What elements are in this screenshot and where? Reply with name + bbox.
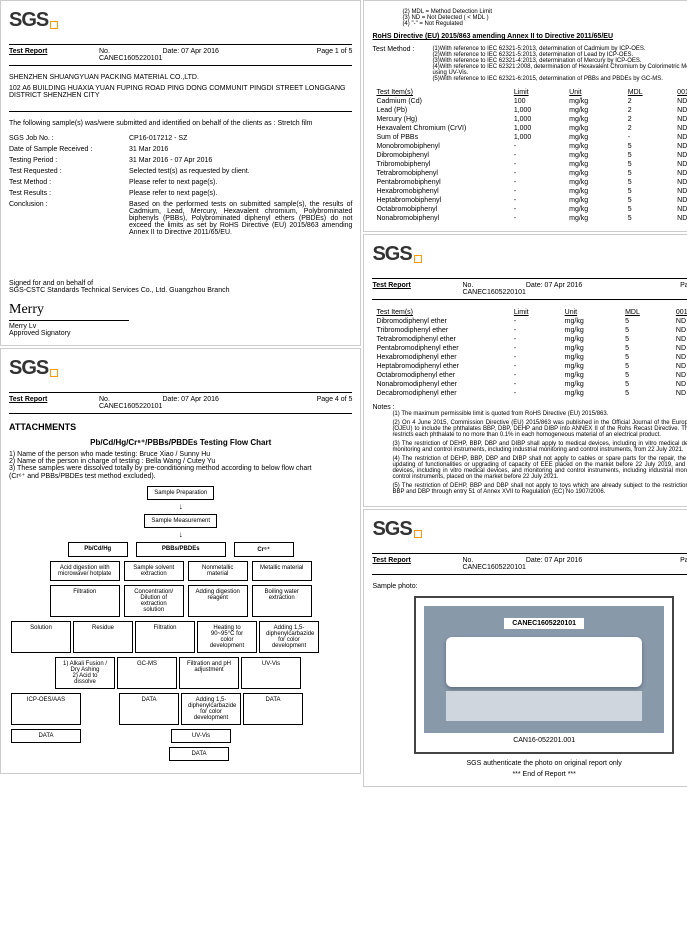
table-row: Heptabromodiphenyl ether-mg/kg5ND (372, 362, 687, 371)
page-1: SGS Test Report No. CANEC1605220101 Date… (0, 0, 361, 346)
sgs-logo: SGS (372, 518, 687, 541)
report-no: No. CANEC1605220101 (99, 48, 162, 62)
sample-photo-label: Sample photo: (372, 583, 687, 590)
table-row: Lead (Pb)1,000mg/kg2ND (372, 106, 687, 115)
flow-chart-title: Pb/Cd/Hg/Cr⁶⁺/PBBs/PBDEs Testing Flow Ch… (9, 438, 352, 447)
flow-chart: Sample Preparation ↓ Sample Measurement … (9, 486, 352, 761)
company-address: 102 A6 BUILDING HUAXIA YUAN FUPING ROAD … (9, 85, 352, 99)
table-row: Hexabromobiphenyl-mg/kg5ND (372, 187, 687, 196)
notes-label: Notes : (372, 404, 687, 411)
table-row: Nonabromobiphenyl-mg/kg5ND (372, 214, 687, 223)
company-name: SHENZHEN SHUANGYUAN PACKING MATERIAL CO.… (9, 74, 352, 81)
table-row: Mercury (Hg)1,000mg/kg2ND (372, 115, 687, 124)
results-table-2: Test Item(s) Limit Unit MDL 001 Dibromod… (372, 308, 687, 398)
photo-caption: CAN16-052201.001 (424, 737, 664, 744)
page-5: SGS Test Report No. CANEC1605220101 Date… (363, 509, 687, 787)
sgs-logo: SGS (9, 357, 352, 380)
report-date: Date: 07 Apr 2016 (162, 48, 282, 62)
report-label: Test Report (9, 48, 99, 62)
report-header: Test Report No. CANEC1605220101 Date: 07… (9, 44, 352, 66)
table-row: Decabromodiphenyl ether-mg/kg5ND (372, 389, 687, 398)
report-header: Test Report No. CANEC1605220101 Date: 07… (372, 553, 687, 575)
table-row: Heptabromobiphenyl-mg/kg5ND (372, 196, 687, 205)
table-row: Hexabromodiphenyl ether-mg/kg5ND (372, 353, 687, 362)
sgs-logo: SGS (372, 243, 687, 266)
report-header: Test Report No. CANEC1605220101 Date: 07… (372, 278, 687, 300)
table-row: Octabromobiphenyl-mg/kg5ND (372, 205, 687, 214)
page-4: SGS Test Report No. CANEC1605220101 Date… (0, 348, 361, 774)
table-row: Nonabromodiphenyl ether-mg/kg5ND (372, 380, 687, 389)
auth-text: SGS authenticate the photo on original r… (372, 760, 687, 767)
page-2-partial: (2) MDL = Method Detection Limit (3) ND … (363, 0, 687, 232)
sig-block: Signed for and on behalf of SGS-CSTC Sta… (9, 280, 352, 294)
table-row: Cadmium (Cd)100mg/kg2ND (372, 97, 687, 106)
table-row: Dibromobiphenyl-mg/kg5ND (372, 151, 687, 160)
table-row: Tetrabromobiphenyl-mg/kg5ND (372, 169, 687, 178)
intro-text: The following sample(s) was/were submitt… (9, 120, 352, 127)
signature: Merry (9, 302, 352, 318)
table-row: Hexavalent Chromium (CrVI)1,000mg/kg2ND (372, 124, 687, 133)
table-row: Tribromodiphenyl ether-mg/kg5ND (372, 326, 687, 335)
end-of-report: *** End of Report *** (372, 771, 687, 778)
table-row: Tetrabromodiphenyl ether-mg/kg5ND (372, 335, 687, 344)
sig-printed: Merry Lv Approved Signatory (9, 323, 352, 337)
page-num: Page 1 of 5 (282, 48, 352, 62)
rohs-directive-title: RoHS Directive (EU) 2015/863 amending An… (372, 33, 687, 40)
table-row: Octabromodiphenyl ether-mg/kg5ND (372, 371, 687, 380)
attachments-title: ATTACHMENTS (9, 422, 352, 432)
results-table-1: Test Item(s) Limit Unit MDL 001 Cadmium … (372, 88, 687, 223)
report-header: Test Report No. CANEC1605220101 Date: 07… (9, 392, 352, 414)
table-row: Sum of PBBs1,000mg/kg-ND (372, 133, 687, 142)
table-row: Dibromodiphenyl ether-mg/kg5ND (372, 317, 687, 326)
table-row: Pentabromobiphenyl-mg/kg5ND (372, 178, 687, 187)
table-row: Tribromobiphenyl-mg/kg5ND (372, 160, 687, 169)
table-row: Monobromobiphenyl-mg/kg5ND (372, 142, 687, 151)
sgs-logo: SGS (9, 9, 352, 32)
sample-photo: CANEC1605220101 CAN16-052201.001 (414, 596, 674, 754)
page-3: SGS Test Report No. CANEC1605220101 Date… (363, 234, 687, 507)
table-row: Pentabromodiphenyl ether-mg/kg5ND (372, 344, 687, 353)
